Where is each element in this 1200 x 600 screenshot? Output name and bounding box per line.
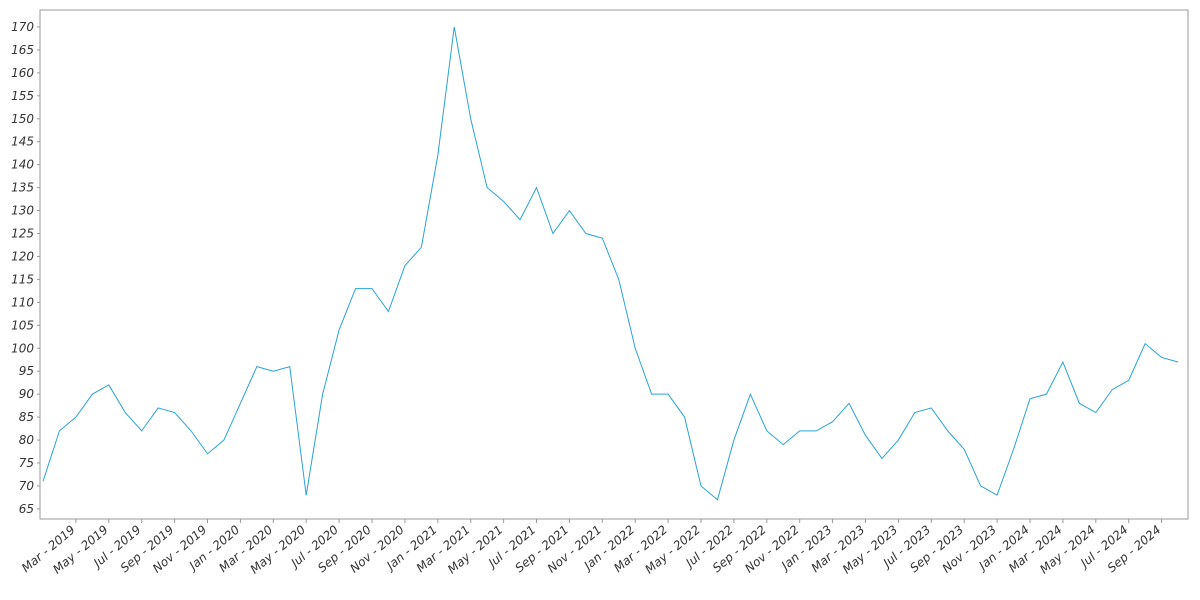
y-tick-label: 135 [11,181,34,195]
y-tick-label: 125 [11,227,34,241]
y-tick-label: 80 [19,433,35,447]
y-tick-label: 160 [11,66,34,80]
y-tick-label: 85 [19,410,34,424]
y-tick-label: 90 [19,387,35,401]
y-tick-label: 105 [11,318,34,332]
y-tick-label: 65 [19,502,34,516]
y-tick-label: 75 [19,456,34,470]
y-tick-label: 95 [19,364,34,378]
y-tick-label: 170 [11,20,34,34]
y-tick-label: 115 [11,272,34,286]
y-tick-label: 165 [11,43,34,57]
y-tick-label: 150 [11,112,34,126]
y-tick-label: 120 [11,249,34,263]
y-tick-label: 70 [19,479,35,493]
y-tick-label: 145 [11,135,34,149]
line [42,26,1179,501]
plot-frame [39,9,1189,520]
y-tick-label: 100 [11,341,34,355]
y-tick-label: 130 [11,204,34,218]
y-tick-label: 155 [11,89,34,103]
y-tick-label: 140 [11,158,34,172]
y-tick-label: 110 [11,295,34,309]
